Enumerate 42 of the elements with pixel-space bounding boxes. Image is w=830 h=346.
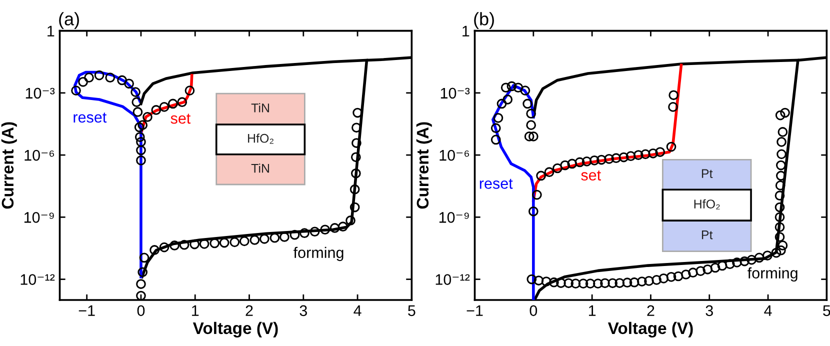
x-axis-title: Voltage (V) (192, 322, 278, 338)
x-tick-label: 4 (764, 305, 772, 316)
x-tick-label: 1 (588, 305, 596, 316)
series-label: set (170, 114, 191, 124)
y-tick-label: 10⁻³ (26, 88, 55, 99)
annotation: HfO₂ (248, 134, 274, 144)
y-tick-label: 10⁻⁹ (439, 212, 469, 223)
x-tick-label: 0 (530, 305, 538, 316)
x-tick-label: 1 (192, 305, 199, 316)
annotation: TiN (251, 103, 269, 112)
chart-title: (b) (474, 12, 494, 29)
y-tick-label: 1 (462, 26, 470, 36)
x-tick-label: 5 (823, 305, 830, 316)
y-tick-label: 1 (48, 26, 54, 36)
x-tick-label: 4 (354, 305, 362, 316)
x-tick-label: 5 (408, 305, 416, 316)
x-tick-label: −1 (78, 305, 95, 316)
x-tick-label: 3 (300, 305, 307, 316)
y-axis-title: Current (A) (416, 122, 432, 209)
annotation: Pt (702, 169, 713, 178)
y-tick-label: 10⁻¹² (436, 274, 470, 285)
chart-title: (a) (59, 12, 79, 29)
x-axis-title: Voltage (V) (608, 322, 693, 338)
series-label: forming (294, 246, 344, 262)
y-tick-label: 10⁻¹² (20, 274, 55, 285)
series-label: set (581, 170, 601, 181)
series-label: reset (74, 112, 107, 123)
x-tick-label: 2 (647, 305, 654, 316)
annotation: TiN (251, 164, 269, 173)
x-tick-label: −1 (466, 305, 483, 316)
y-tick-label: 10⁻⁶ (24, 150, 54, 161)
y-tick-label: 10⁻⁶ (440, 150, 469, 161)
legend-label: forming (748, 267, 798, 282)
y-tick-label: 10⁻⁹ (24, 212, 54, 223)
x-tick-label: 2 (246, 305, 253, 316)
y-tick-label: 10⁻³ (440, 88, 470, 99)
annotation: HfO₂ (694, 199, 720, 210)
series-label: reset (480, 178, 513, 189)
x-tick-label: 3 (706, 305, 713, 316)
x-tick-label: 0 (137, 305, 145, 316)
y-axis-title: Current (A) (1, 122, 17, 209)
annotation: Pt (702, 230, 713, 240)
